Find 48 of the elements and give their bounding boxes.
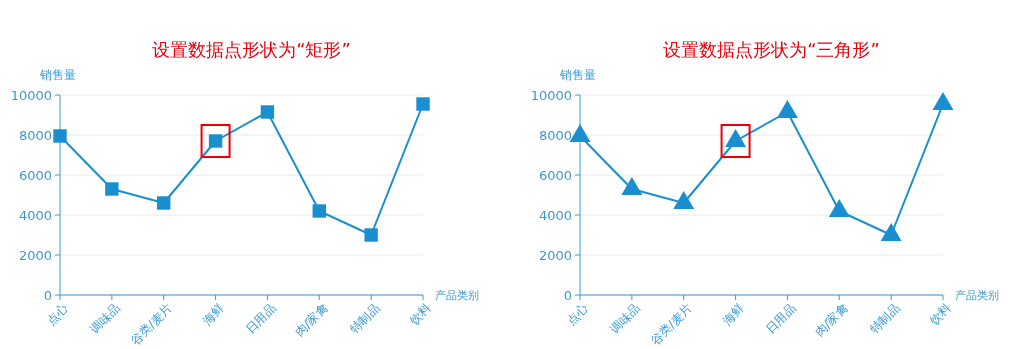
- point: [776, 99, 798, 119]
- x-tick-label: 海鲜: [719, 301, 747, 329]
- x-tick-label: 日用品: [243, 301, 279, 337]
- y-tick-label: 0: [563, 287, 572, 303]
- point: [105, 182, 119, 196]
- x-tick-label: 谷类/麦片: [128, 301, 175, 348]
- x-tick-label: 点心: [564, 301, 592, 329]
- x-tick-label: 饮料: [406, 301, 435, 329]
- point: [569, 123, 591, 143]
- x-tick-label: 点心: [44, 301, 72, 329]
- point: [673, 190, 695, 210]
- y-tick-label: 2000: [18, 247, 52, 263]
- x-tick-label: 调味品: [607, 301, 643, 337]
- point: [828, 198, 850, 218]
- point: [312, 204, 326, 218]
- x-tick-label: 海鲜: [199, 301, 227, 329]
- point: [621, 176, 643, 196]
- point: [53, 129, 67, 143]
- x-tick-label: 谷类/麦片: [648, 301, 695, 348]
- x-tick-label: 肉/家禽: [292, 301, 331, 340]
- y-tick-label: 6000: [538, 167, 572, 183]
- y-tick-label: 10000: [10, 87, 52, 103]
- x-axis-title: 产品类别: [435, 289, 479, 302]
- chart-title: 设置数据点形状为“三角形”: [663, 39, 880, 60]
- y-tick-label: 4000: [18, 207, 52, 223]
- point: [157, 196, 171, 210]
- y-tick-label: 0: [43, 287, 52, 303]
- y-tick-label: 4000: [538, 207, 572, 223]
- point: [260, 105, 275, 119]
- y-axis-title: 销售量: [39, 68, 76, 82]
- point: [364, 228, 378, 242]
- x-tick-label: 特制品: [346, 301, 383, 337]
- y-tick-label: 6000: [18, 167, 52, 183]
- point: [932, 91, 954, 111]
- chart-title: 设置数据点形状为“矩形”: [152, 39, 351, 60]
- x-tick-label: 调味品: [87, 301, 123, 337]
- x-tick-label: 日用品: [763, 301, 799, 337]
- point: [416, 97, 430, 111]
- x-tick-label: 饮料: [926, 301, 955, 329]
- x-tick-label: 特制品: [866, 301, 903, 337]
- y-tick-label: 8000: [538, 127, 572, 143]
- y-tick-label: 8000: [18, 127, 52, 143]
- y-axis-title: 销售量: [559, 68, 596, 82]
- x-tick-label: 肉/家禽: [812, 301, 851, 340]
- x-axis-title: 产品类别: [955, 289, 999, 302]
- y-tick-label: 10000: [530, 87, 572, 103]
- y-tick-label: 2000: [538, 247, 572, 263]
- point: [880, 222, 902, 242]
